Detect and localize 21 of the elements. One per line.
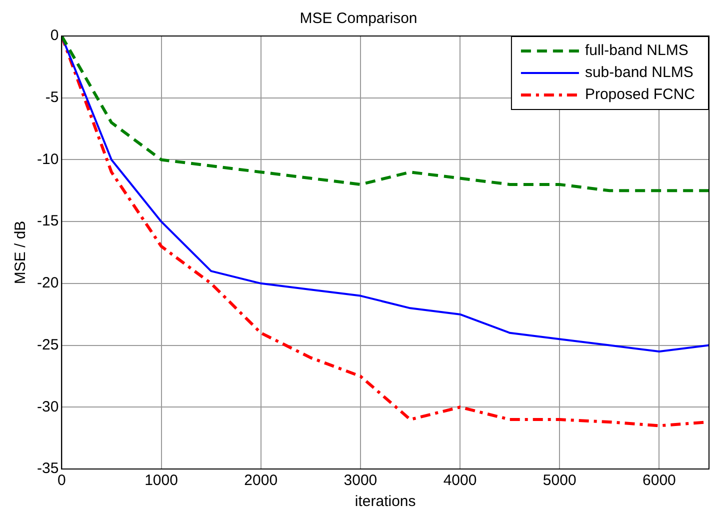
legend-label: Proposed FCNC (584, 86, 696, 104)
y-tick-label: -25 (36, 336, 59, 354)
x-tick-label: 2000 (244, 472, 278, 490)
line-series (62, 36, 709, 192)
y-tick-label: -20 (36, 274, 59, 292)
y-tick-label: -35 (36, 460, 59, 478)
x-tick-label: 1000 (144, 472, 178, 490)
legend-label: full-band NLMS (584, 42, 688, 60)
y-tick-label: -10 (36, 150, 59, 168)
chart-title: MSE Comparison (300, 10, 418, 28)
x-tick-label: 3000 (344, 472, 378, 490)
y-tick-label: 0 (50, 27, 59, 44)
y-tick-label: -5 (45, 89, 59, 106)
x-tick-label: 6000 (642, 472, 676, 490)
x-axis-title: iterations (354, 493, 416, 510)
y-axis-title: MSE / dB (12, 220, 30, 284)
x-tick-label: 4000 (443, 472, 477, 490)
x-tick-label: 5000 (542, 472, 576, 490)
legend-label: sub-band NLMS (584, 64, 694, 82)
y-tick-label: -15 (36, 212, 59, 230)
y-tick-label: -30 (36, 398, 59, 416)
